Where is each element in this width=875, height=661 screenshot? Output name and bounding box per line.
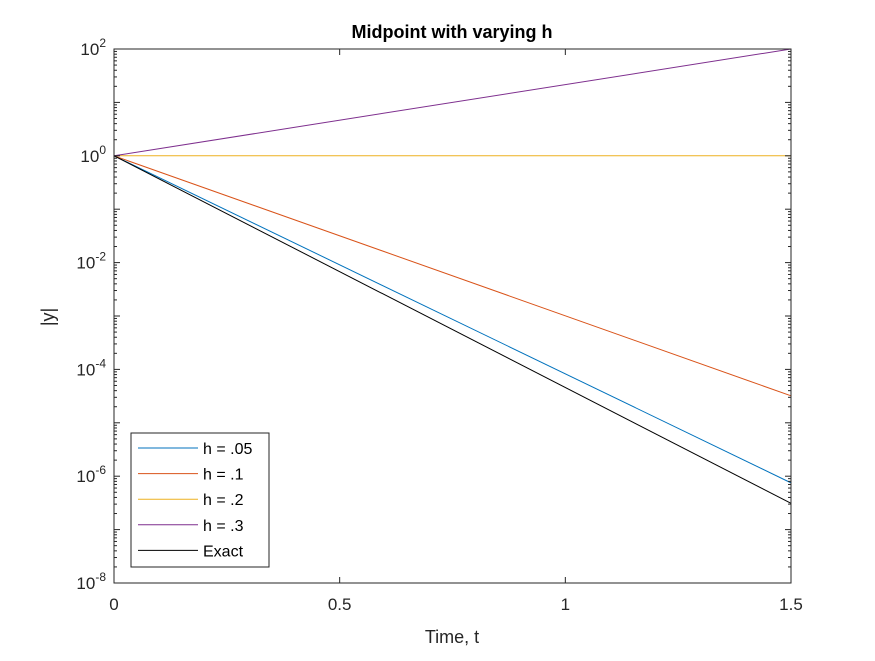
y-tick-label-exponent: -8 [95,570,106,584]
y-tick-label: 100 [80,143,106,166]
legend-label: h = .05 [203,441,252,458]
y-tick-label-exponent: -4 [95,356,106,370]
y-axis-label: |y| [38,308,58,326]
x-axis-label: Time, t [425,627,479,647]
chart-title: Midpoint with varying h [352,22,553,42]
y-tick-label-base: 10 [80,40,99,59]
y-tick-label-base: 10 [76,574,95,593]
y-tick-label-base: 10 [80,147,99,166]
y-tick-label: 10-4 [76,356,106,379]
legend-label: h = .1 [203,467,244,484]
series-line-5 [113,155,792,504]
legend-label: h = .2 [203,492,244,509]
y-tick-label-base: 10 [76,254,95,273]
legend-label: Exact [203,543,244,560]
x-tick-label: 1.5 [779,595,803,614]
y-tick-label: 10-8 [76,570,106,593]
y-tick-label-base: 10 [76,467,95,486]
series-line-1 [113,155,792,484]
legend-label: h = .3 [203,518,244,535]
x-tick-label: 0 [109,595,118,614]
series-layer [113,48,792,504]
legend: h = .05 h = .1 h = .2 h = .3 Exact [130,432,270,568]
x-tick-label: 1 [561,595,570,614]
legend-box [130,432,270,568]
y-tick-label-exponent: -6 [95,463,106,477]
y-tick-label-exponent: 2 [99,36,106,50]
y-tick-label-base: 10 [76,360,95,379]
y-tick-label: 10-2 [76,250,106,273]
series-line-4 [113,48,792,157]
x-tick-label: 0.5 [328,595,352,614]
y-tick-label-exponent: 0 [99,143,106,157]
y-tick-label: 10-6 [76,463,106,486]
y-tick-label: 102 [80,36,106,59]
y-tick-label-exponent: -2 [95,250,106,264]
series-line-2 [113,155,792,397]
